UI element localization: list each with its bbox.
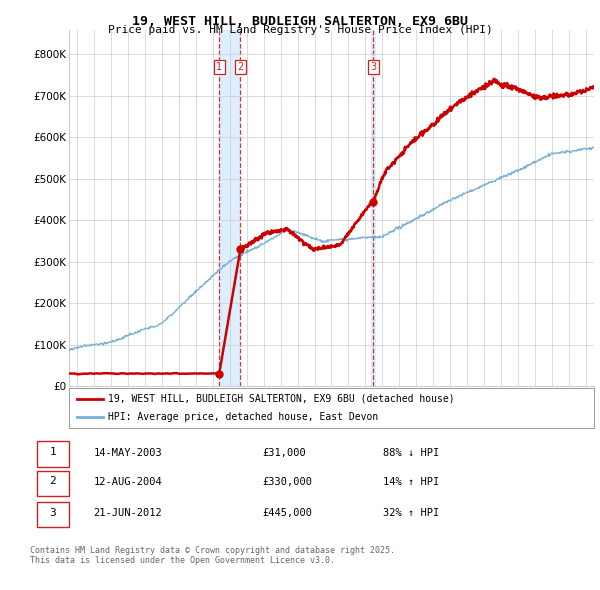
Text: 88% ↓ HPI: 88% ↓ HPI	[383, 448, 440, 458]
Text: 1: 1	[49, 447, 56, 457]
FancyBboxPatch shape	[37, 441, 68, 467]
Text: £31,000: £31,000	[262, 448, 305, 458]
FancyBboxPatch shape	[37, 502, 68, 527]
Text: 14% ↑ HPI: 14% ↑ HPI	[383, 477, 440, 487]
Text: 12-AUG-2004: 12-AUG-2004	[94, 477, 162, 487]
Text: 3: 3	[370, 62, 376, 72]
Text: 14-MAY-2003: 14-MAY-2003	[94, 448, 162, 458]
Text: 3: 3	[49, 507, 56, 517]
Text: 21-JUN-2012: 21-JUN-2012	[94, 509, 162, 519]
Text: Price paid vs. HM Land Registry's House Price Index (HPI): Price paid vs. HM Land Registry's House …	[107, 25, 493, 35]
Text: Contains HM Land Registry data © Crown copyright and database right 2025.
This d: Contains HM Land Registry data © Crown c…	[30, 546, 395, 565]
Text: 2: 2	[237, 62, 244, 72]
Text: 19, WEST HILL, BUDLEIGH SALTERTON, EX9 6BU (detached house): 19, WEST HILL, BUDLEIGH SALTERTON, EX9 6…	[109, 394, 455, 404]
Text: £330,000: £330,000	[262, 477, 312, 487]
Text: 19, WEST HILL, BUDLEIGH SALTERTON, EX9 6BU: 19, WEST HILL, BUDLEIGH SALTERTON, EX9 6…	[132, 15, 468, 28]
Text: 2: 2	[49, 476, 56, 486]
Text: HPI: Average price, detached house, East Devon: HPI: Average price, detached house, East…	[109, 411, 379, 421]
FancyBboxPatch shape	[37, 471, 68, 496]
Bar	[219, 30, 241, 386]
Text: 32% ↑ HPI: 32% ↑ HPI	[383, 509, 440, 519]
Text: £445,000: £445,000	[262, 509, 312, 519]
Bar	[371, 30, 376, 386]
Text: 1: 1	[216, 62, 222, 72]
